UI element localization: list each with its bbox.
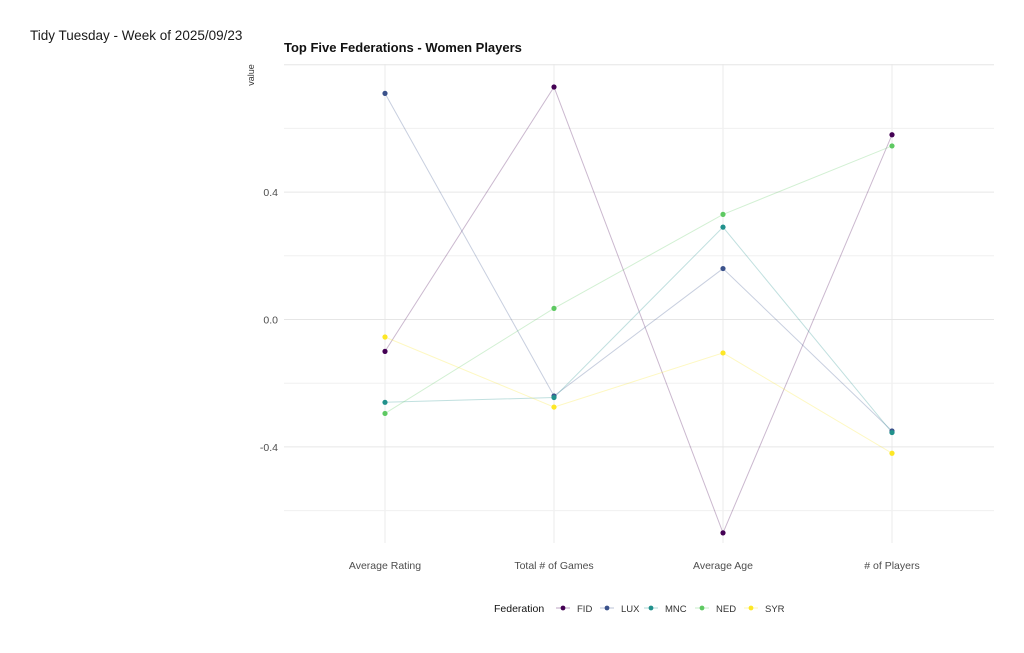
data-point-mnc xyxy=(551,394,557,401)
grid xyxy=(284,64,994,543)
x-tick-label: Average Age xyxy=(693,560,753,572)
data-point-mnc xyxy=(889,429,895,436)
series-line-mnc xyxy=(384,226,893,433)
legend: Federation FID LUX MNC NED SYR xyxy=(494,603,785,615)
legend-title: Federation xyxy=(494,603,544,615)
data-point-fid xyxy=(551,84,557,90)
legend-key-point xyxy=(699,605,705,611)
axis-ticks: -0.4 0.0 0.4 Average Rating Total # of Games… xyxy=(260,187,920,572)
y-tick-label: -0.4 xyxy=(260,442,278,454)
data-point-syr xyxy=(720,350,726,356)
data-point-ned xyxy=(889,143,895,149)
legend-key-point xyxy=(648,605,654,611)
x-tick-label: Average Rating xyxy=(349,560,421,572)
legend-label-fid: FID xyxy=(577,604,592,615)
data-point-lux xyxy=(382,90,388,96)
series-line-fid xyxy=(384,85,893,535)
x-tick-label: # of Players xyxy=(864,560,919,572)
x-tick-label: Total # of Games xyxy=(514,560,593,572)
series-line-syr xyxy=(384,336,893,454)
legend-key-point xyxy=(748,605,754,611)
data-point-ned xyxy=(720,211,726,217)
legend-key-point xyxy=(604,605,610,611)
legend-label-ned: NED xyxy=(716,604,736,615)
chart-title: Top Five Federations - Women Players xyxy=(284,40,522,55)
data-point-ned xyxy=(551,305,557,311)
series-line-ned xyxy=(384,145,893,414)
data-point-syr xyxy=(382,334,388,340)
data-point-syr xyxy=(551,404,557,410)
page-caption: Tidy Tuesday - Week of 2025/09/23 xyxy=(30,28,243,43)
legend-label-lux: LUX xyxy=(621,604,640,615)
data-point-syr xyxy=(889,450,895,456)
y-tick-label: 0.0 xyxy=(263,315,278,327)
legend-label-mnc: MNC xyxy=(665,604,687,615)
data-point-mnc xyxy=(720,224,726,230)
series-lines xyxy=(384,85,893,535)
y-tick-label: 0.4 xyxy=(263,187,278,199)
data-point-mnc xyxy=(382,399,388,405)
series-line-lux xyxy=(384,93,893,432)
legend-label-syr: SYR xyxy=(765,604,785,615)
data-point-lux xyxy=(720,265,726,272)
data-point-fid xyxy=(720,530,726,536)
data-point-ned xyxy=(382,410,388,417)
series-points xyxy=(382,84,895,536)
y-axis-label: value xyxy=(246,64,256,86)
legend-key-point xyxy=(560,605,566,611)
data-point-fid xyxy=(382,348,388,354)
data-point-fid xyxy=(889,132,895,138)
